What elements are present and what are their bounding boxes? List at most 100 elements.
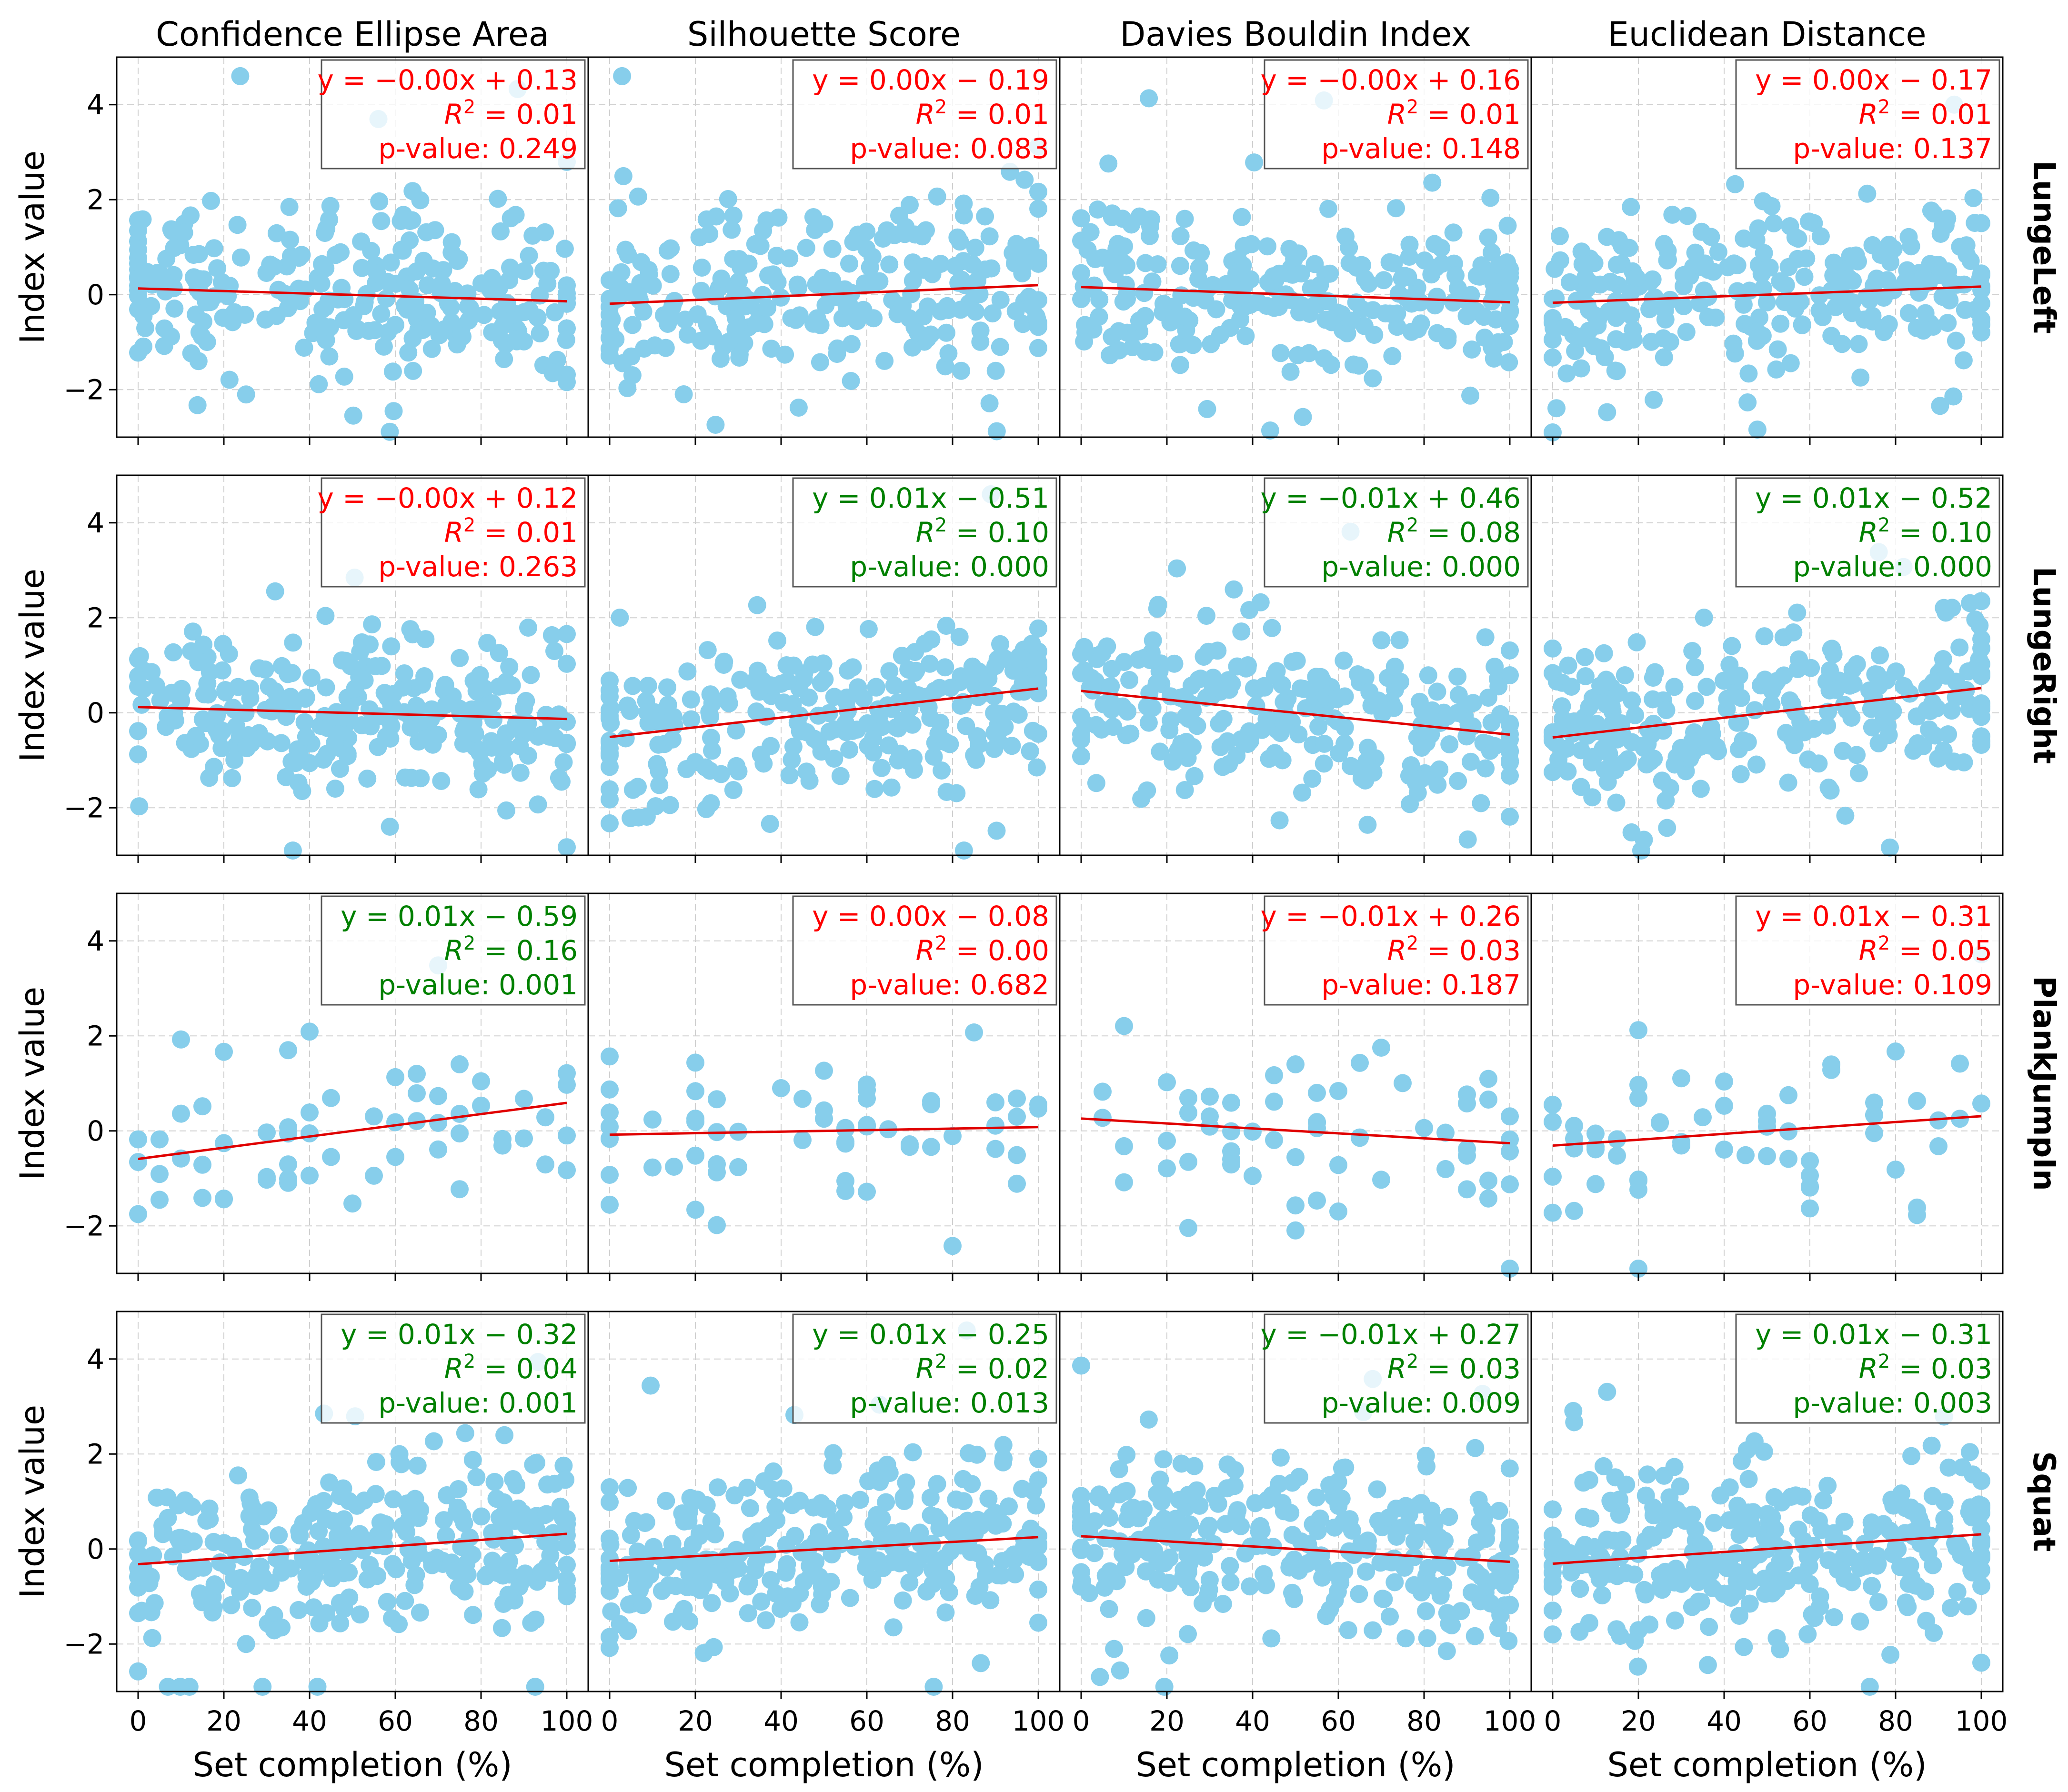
data-point (1093, 644, 1112, 662)
data-point (279, 1173, 297, 1192)
xtick-label: 0 (1073, 1705, 1090, 1737)
data-point (1929, 749, 1948, 768)
regression-line (138, 1532, 567, 1566)
data-point (1924, 1556, 1942, 1574)
data-point (1471, 1513, 1489, 1532)
data-point (1265, 1092, 1283, 1111)
data-point (1922, 201, 1940, 220)
data-point (1644, 690, 1662, 709)
data-point (793, 1090, 812, 1108)
p-value-label: p-value: 0.249 (378, 132, 578, 165)
data-point (1281, 362, 1300, 381)
data-point (384, 1490, 402, 1509)
xtick-label: 60 (1321, 1705, 1356, 1737)
data-point (1024, 1482, 1042, 1500)
data-point (1087, 774, 1105, 792)
data-point (936, 1603, 955, 1622)
data-point (1286, 1148, 1305, 1166)
data-point (416, 630, 435, 649)
data-point (495, 1426, 514, 1444)
data-point (884, 1618, 903, 1637)
data-point (942, 679, 960, 697)
data-point (1564, 1402, 1583, 1420)
row-title: PlankJumpIn (2026, 976, 2061, 1191)
data-point (1415, 1119, 1433, 1137)
data-point (515, 303, 533, 321)
data-point (280, 198, 299, 216)
data-point (1597, 228, 1616, 246)
data-point (1372, 1039, 1390, 1057)
data-point (1931, 397, 1949, 415)
p-value-label: p-value: 0.003 (1793, 1387, 1992, 1419)
data-point (237, 1635, 255, 1653)
data-point (854, 689, 873, 708)
data-point (1158, 1073, 1176, 1091)
panel-frame (1530, 56, 2004, 438)
data-point (558, 365, 576, 384)
data-point (322, 1148, 340, 1166)
data-point (665, 716, 683, 735)
xtick-label: 80 (463, 1705, 499, 1737)
data-point (1665, 1458, 1684, 1476)
data-point (1072, 1541, 1090, 1560)
data-point (1660, 1488, 1679, 1507)
data-point (193, 1097, 211, 1116)
data-point (1236, 1544, 1255, 1563)
data-point (642, 1376, 660, 1395)
data-point (1175, 781, 1194, 799)
panel-frame (1530, 1311, 2004, 1692)
xtick-label: 100 (1012, 1705, 1065, 1737)
data-point (250, 659, 268, 678)
data-point (790, 1613, 809, 1632)
data-point (1029, 1535, 1047, 1553)
data-point (478, 634, 497, 652)
data-point (271, 1547, 289, 1565)
data-point (873, 759, 891, 777)
data-point (873, 718, 891, 736)
data-point (424, 1432, 443, 1451)
data-point (1969, 1509, 1988, 1527)
data-point (1728, 282, 1747, 300)
data-point (1867, 270, 1886, 288)
data-point (1201, 1087, 1219, 1106)
data-point (323, 1569, 341, 1587)
data-point (1728, 713, 1747, 732)
data-point (1422, 1502, 1441, 1520)
data-point (1638, 735, 1657, 753)
data-point (1629, 1171, 1647, 1190)
data-point (207, 1576, 225, 1595)
data-point (409, 1538, 427, 1556)
data-point (1818, 1476, 1837, 1495)
data-point (1100, 1509, 1118, 1527)
data-point (129, 221, 147, 240)
data-point (301, 1504, 320, 1522)
data-point (1160, 1549, 1179, 1567)
data-point (1843, 293, 1861, 311)
data-point (983, 1507, 1002, 1526)
r-squared-label: R2 = 0.04 (444, 1351, 578, 1385)
data-point (1419, 666, 1437, 685)
data-point (985, 740, 1004, 758)
data-point (1624, 330, 1643, 349)
data-point (537, 1505, 556, 1523)
data-point (265, 1621, 283, 1640)
data-point (922, 1138, 940, 1156)
xtick-label: 100 (1955, 1705, 2008, 1737)
data-point (212, 273, 231, 291)
data-point (1757, 293, 1776, 311)
data-point (1400, 248, 1418, 266)
data-point (1754, 192, 1772, 210)
data-point (1821, 781, 1840, 800)
data-point (1120, 671, 1139, 689)
data-point (1293, 783, 1311, 802)
data-point (1430, 760, 1449, 779)
data-point (1562, 678, 1581, 696)
data-point (502, 209, 520, 228)
data-point (1672, 1136, 1690, 1155)
data-point (1884, 240, 1903, 258)
data-point (611, 609, 629, 627)
regression-line (138, 1101, 567, 1161)
data-point (1440, 1508, 1458, 1526)
data-point (504, 1470, 522, 1488)
data-point (1972, 264, 1990, 283)
